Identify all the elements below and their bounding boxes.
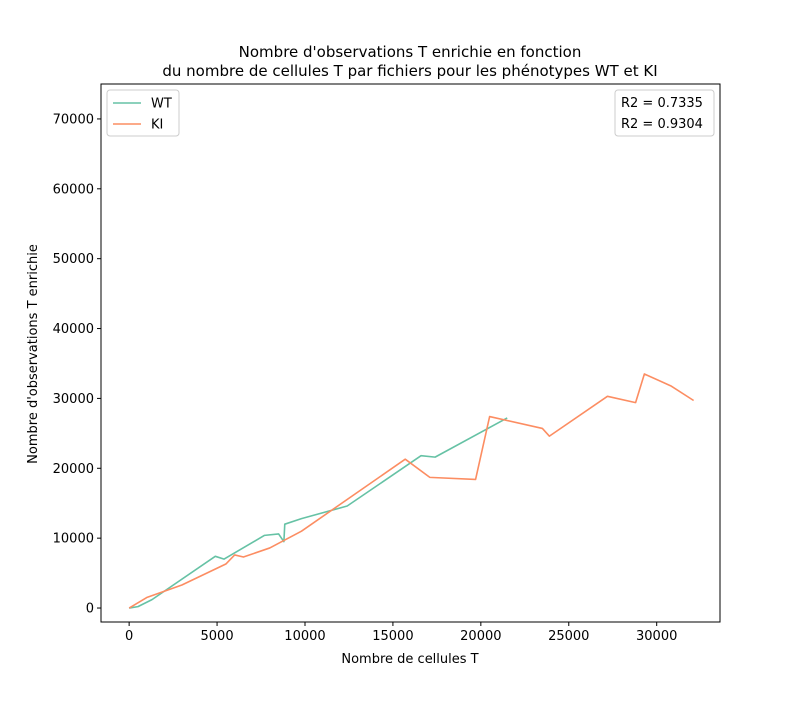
x-tick-label: 10000 (284, 629, 325, 644)
x-tick-label: 0 (125, 629, 133, 644)
x-axis-label: Nombre de cellules T (341, 652, 478, 667)
y-tick-label: 50000 (53, 252, 94, 267)
y-tick-label: 30000 (53, 392, 94, 407)
x-tick-label: 30000 (636, 629, 677, 644)
legend-label-wt: WT (151, 97, 172, 112)
x-tick-label: 25000 (548, 629, 589, 644)
legend-label-ki: KI (151, 118, 163, 133)
y-tick-label: 0 (86, 602, 94, 617)
r2-annotation-text: R2 = 0.9304 (621, 117, 703, 132)
y-axis-label: Nombre d'observations T enrichie (26, 244, 41, 464)
x-tick-label: 15000 (372, 629, 413, 644)
axes-frame (100, 83, 721, 623)
y-tick-label: 10000 (53, 532, 94, 547)
y-tick-label: 20000 (53, 462, 94, 477)
y-tick-label: 70000 (53, 112, 94, 127)
chart-title-line-2: du nombre de cellules T par fichiers pou… (162, 62, 657, 80)
x-tick-label: 20000 (460, 629, 501, 644)
series-line-wt (129, 417, 508, 609)
r2-annotation-box (614, 89, 715, 137)
y-tick-label: 40000 (53, 322, 94, 337)
r2-annotation-text: R2 = 0.7335 (621, 96, 703, 111)
series-line-ki (128, 373, 695, 609)
x-tick-label: 5000 (201, 629, 234, 644)
plot-area: 0 5000 10000 15000 20000 25000 30000 0 10000 2000… (53, 83, 721, 644)
chart-title-line-1: Nombre d'observations T enrichie en fonc… (239, 43, 582, 61)
y-tick-label: 60000 (53, 182, 94, 197)
